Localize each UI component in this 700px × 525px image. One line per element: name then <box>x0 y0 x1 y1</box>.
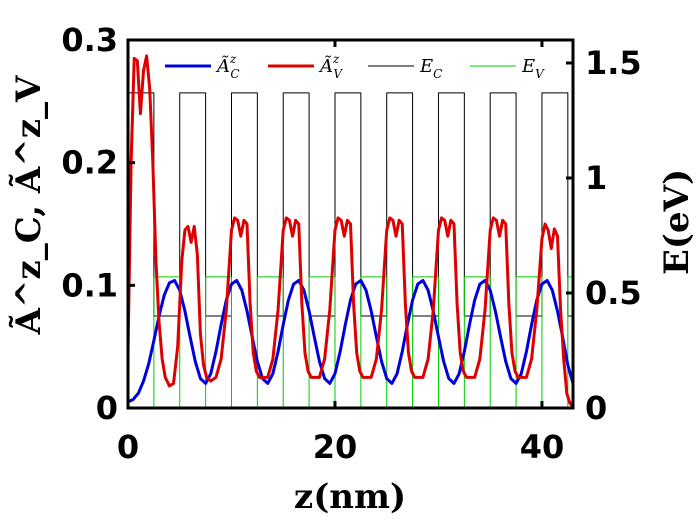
y-right-axis-title-text: E(eV) <box>657 169 697 275</box>
y-left-axis-title: Ã^z_C, Ã^z_V <box>9 75 49 335</box>
legend-label: Ãz C <box>215 52 240 81</box>
axes-layer <box>126 38 575 410</box>
legend-label: EV <box>521 56 545 81</box>
series-line-1 <box>128 54 573 408</box>
y-left-tick-label: 0.1 <box>61 266 118 304</box>
plot-frame <box>126 38 575 410</box>
y-right-axis-title: E(eV) <box>657 169 697 275</box>
x-tick-label: 20 <box>313 428 358 466</box>
y-left-tick-label: 0.3 <box>61 21 118 59</box>
series-line-3 <box>128 276 573 408</box>
series-layer <box>128 54 573 408</box>
x-axis-title: z(nm) <box>294 477 406 517</box>
legend-label: EC <box>419 56 442 81</box>
x-tick-label: 40 <box>520 428 565 466</box>
x-tick-label: 0 <box>117 428 139 466</box>
ticks-layer: 0 20 40 0 0.1 0.2 0.3 0 0.5 1 1.5 <box>61 21 641 466</box>
legend: Ãz C Ãz V EC EV <box>165 52 545 81</box>
y-left-tick-label: 0.2 <box>61 144 118 182</box>
series-line-0 <box>128 278 573 404</box>
y-right-tick-label: 1.5 <box>585 44 642 82</box>
y-left-axis-title-text: Ã^z_C, Ã^z_V <box>9 75 49 335</box>
y-right-tick-label: 1 <box>585 159 607 197</box>
y-left-tick-label: 0 <box>96 389 118 427</box>
legend-label: Ãz V <box>318 52 343 81</box>
series-line-2 <box>128 92 573 317</box>
y-right-tick-label: 0 <box>585 389 607 427</box>
y-right-tick-label: 0.5 <box>585 274 642 312</box>
